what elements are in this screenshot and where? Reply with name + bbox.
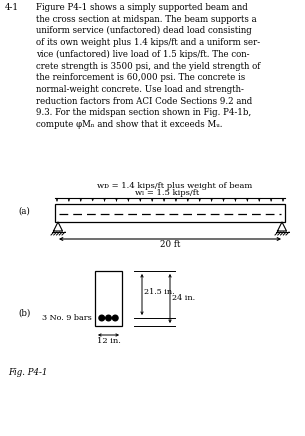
Text: (a): (a) [18,207,30,215]
Text: 21.5 in.: 21.5 in. [144,289,175,296]
Text: (b): (b) [18,309,30,317]
Text: Figure P4-1 shows a simply supported beam and
the cross section at midspan. The : Figure P4-1 shows a simply supported bea… [36,3,260,129]
Text: 12 in.: 12 in. [97,337,120,345]
Text: 24 in.: 24 in. [172,294,195,303]
Text: 3 No. 9 bars: 3 No. 9 bars [42,314,92,322]
Text: Fig. P4-1: Fig. P4-1 [8,368,47,377]
Text: 20 ft: 20 ft [160,240,180,249]
Circle shape [99,315,105,321]
Text: 4-1: 4-1 [5,3,19,12]
Bar [55,204,285,222]
Text: wₗ = 1.5 kips/ft: wₗ = 1.5 kips/ft [135,189,199,197]
Circle shape [106,315,111,321]
Text: wᴅ = 1.4 kips/ft plus weight of beam: wᴅ = 1.4 kips/ft plus weight of beam [97,182,253,190]
Bar [95,271,122,326]
Circle shape [113,315,118,321]
